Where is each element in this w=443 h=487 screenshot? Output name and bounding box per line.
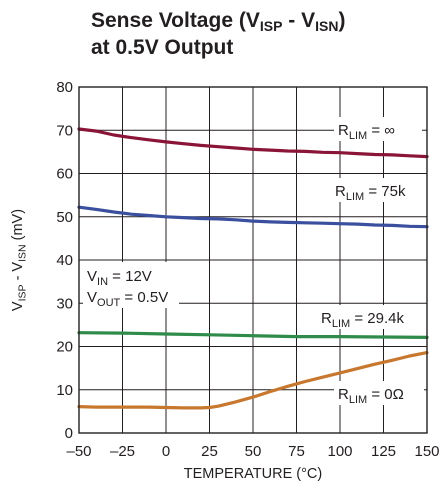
x-tick-label: 125: [371, 443, 396, 460]
y-tick-labels: 0 10 20 30 40 50 60 70 80: [56, 79, 73, 442]
annotation-bg-vin: [83, 262, 179, 308]
plot-frame: [78, 86, 428, 434]
y-axis-label: VISP - VISN (mV): [10, 209, 29, 311]
series-line-3: [77, 351, 429, 410]
x-tick-label: –25: [110, 443, 135, 460]
series-line-1: [77, 205, 429, 229]
y-tick-label: 40: [56, 252, 73, 269]
x-tick-label: 100: [327, 443, 352, 460]
annotation-rlim-inf: RLIM = ∞: [338, 122, 395, 142]
y-tick-label: 50: [56, 209, 73, 226]
annotation-vin: VIN = 12V: [87, 268, 152, 288]
annotation-bg-r75k: [332, 178, 424, 202]
annotation-bg-r0: [334, 381, 424, 405]
x-tick-label: 0: [162, 443, 170, 460]
annotation-rlim-0: RLIM = 0Ω: [338, 386, 404, 406]
x-axis-label: TEMPERATURE (°C): [184, 466, 322, 482]
annotation-vout: VOUT = 0.5V: [87, 289, 168, 309]
x-tick-label: 50: [245, 443, 262, 460]
chart-title: Sense Voltage (VISP - VISN): [91, 9, 345, 34]
series-group: [77, 127, 429, 410]
x-tick-label: –50: [66, 443, 91, 460]
y-tick-label: 70: [56, 122, 73, 139]
y-tick-label: 30: [56, 295, 73, 312]
y-tick-label: 10: [56, 382, 73, 399]
x-tick-label: 150: [414, 443, 439, 460]
annotation-rlim-75k: RLIM = 75k: [335, 183, 406, 203]
annotation-bg-rinf: [334, 117, 422, 141]
x-tick-label: 25: [201, 443, 218, 460]
y-tick-label: 60: [56, 166, 73, 183]
y-tick-label: 80: [56, 79, 73, 96]
series-line-2: [77, 331, 429, 339]
x-tick-label: 75: [288, 443, 305, 460]
chart-title-line2: at 0.5V Output: [91, 36, 233, 59]
x-tick-labels: –50 –25 0 25 50 75 100 125 150: [66, 443, 439, 460]
series-line-0: [77, 127, 429, 159]
annotation-bg-r29: [318, 305, 424, 329]
annotation-rlim-29k: RLIM = 29.4k: [321, 310, 404, 330]
y-tick-label: 0: [65, 425, 73, 442]
y-tick-label: 20: [56, 339, 73, 356]
